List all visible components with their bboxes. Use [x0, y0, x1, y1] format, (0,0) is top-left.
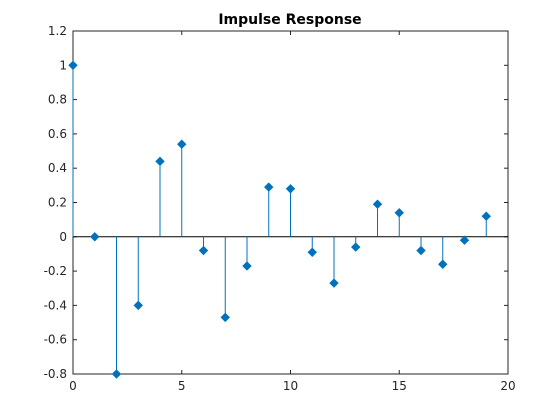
x-tick-label: 15	[392, 379, 407, 393]
y-tick-label: 0	[59, 230, 67, 244]
stem-marker	[242, 261, 252, 271]
stem-marker	[372, 199, 383, 209]
stem-marker	[438, 259, 448, 269]
stem-marker	[111, 369, 122, 379]
stem-marker	[307, 247, 317, 257]
stem-marker	[351, 242, 361, 252]
stem-marker	[416, 245, 426, 256]
stem-marker	[198, 245, 209, 256]
y-tick-label: 1	[59, 58, 67, 72]
stem-marker	[329, 278, 339, 288]
y-tick-label: 1.2	[48, 24, 67, 38]
chart-title: Impulse Response	[218, 12, 361, 28]
markers-layer	[68, 60, 491, 379]
stem-marker	[68, 60, 78, 71]
stem-marker	[220, 312, 230, 323]
x-tick-label: 5	[178, 379, 186, 393]
y-tick-label: -0.6	[44, 333, 67, 347]
ticks-layer: 0 5 10 15 20 -0.8 -0.6 -0.4 -0.2 0 0.2 0.4 0.6 0.8 1 1.…	[44, 24, 516, 393]
x-tick-label: 20	[500, 379, 515, 393]
y-tick-label: 0.6	[48, 127, 67, 141]
stem-marker	[264, 182, 274, 192]
x-tick-label: 10	[283, 379, 298, 393]
y-tick-label: 0.4	[48, 161, 67, 175]
stem-marker	[394, 208, 404, 218]
stem-marker	[155, 156, 165, 167]
x-tick-label: 0	[69, 379, 77, 393]
stem-marker	[177, 139, 187, 149]
y-tick-label: -0.4	[44, 298, 67, 312]
stem-marker	[285, 184, 296, 194]
y-tick-label: 0.8	[48, 93, 67, 107]
stem-marker	[90, 232, 100, 242]
y-tick-label: -0.2	[44, 264, 67, 278]
stem-marker	[481, 211, 491, 221]
stem-marker	[133, 300, 143, 311]
stem-marker	[459, 235, 470, 245]
y-tick-label: -0.8	[44, 367, 67, 381]
y-tick-label: 0.2	[48, 196, 67, 210]
